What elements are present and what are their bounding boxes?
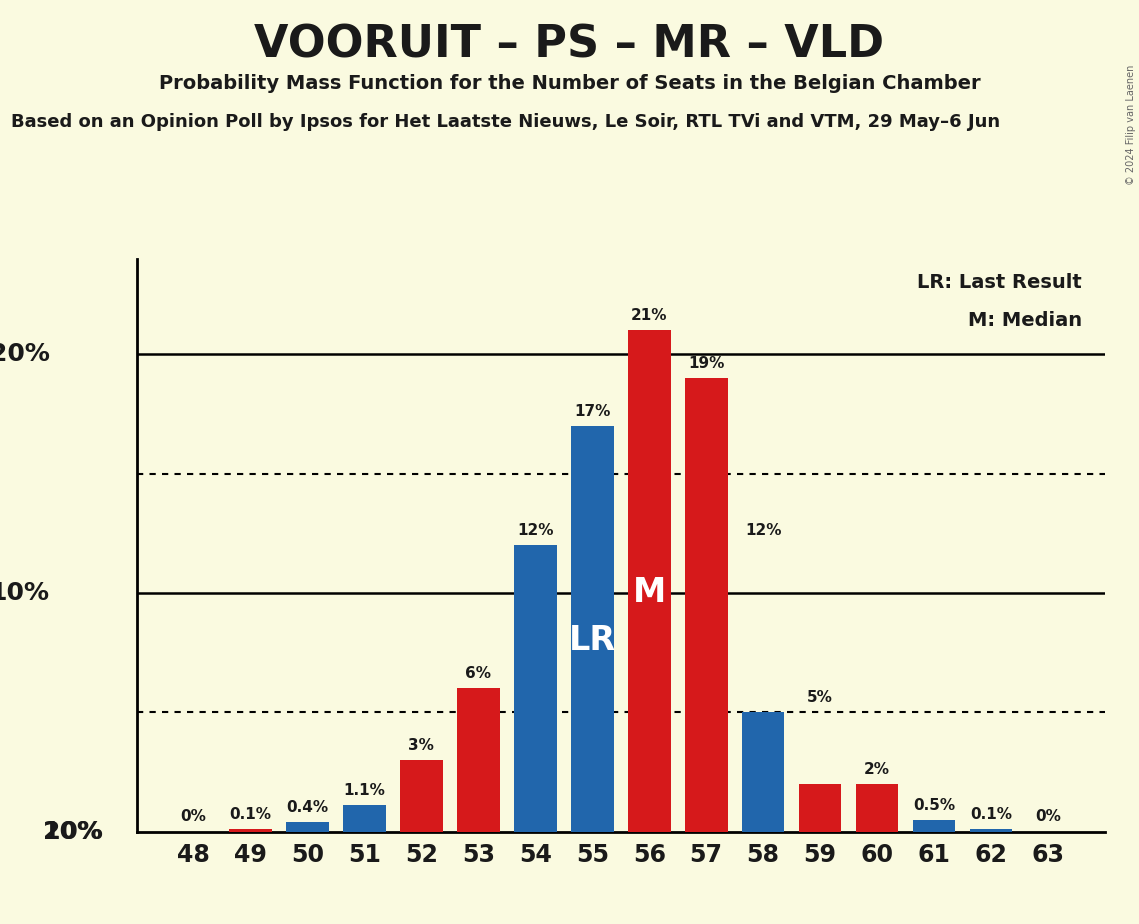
Text: 10%: 10% bbox=[42, 820, 103, 844]
Bar bbox=[855, 784, 899, 832]
Bar bbox=[628, 331, 671, 832]
Text: 5%: 5% bbox=[808, 690, 833, 705]
Text: © 2024 Filip van Laenen: © 2024 Filip van Laenen bbox=[1126, 65, 1136, 185]
Text: 0%: 0% bbox=[181, 809, 206, 824]
Text: 0.4%: 0.4% bbox=[287, 800, 328, 815]
Bar bbox=[229, 829, 272, 832]
Text: 0.1%: 0.1% bbox=[970, 807, 1011, 822]
Text: Based on an Opinion Poll by Ipsos for Het Laatste Nieuws, Le Soir, RTL TVi and V: Based on an Opinion Poll by Ipsos for He… bbox=[11, 113, 1000, 130]
Text: 17%: 17% bbox=[574, 404, 611, 419]
Text: 2%: 2% bbox=[865, 761, 890, 777]
Text: 19%: 19% bbox=[688, 356, 724, 371]
Text: 20%: 20% bbox=[42, 820, 103, 844]
Bar bbox=[798, 784, 842, 832]
Bar bbox=[969, 829, 1013, 832]
Text: 6%: 6% bbox=[466, 666, 491, 681]
Bar bbox=[457, 688, 500, 832]
Bar bbox=[685, 545, 728, 832]
Text: 21%: 21% bbox=[631, 309, 667, 323]
Bar bbox=[400, 760, 443, 832]
Bar bbox=[741, 712, 785, 832]
Bar bbox=[514, 545, 557, 832]
Text: 12%: 12% bbox=[517, 523, 554, 538]
Bar bbox=[343, 806, 386, 832]
Text: Probability Mass Function for the Number of Seats in the Belgian Chamber: Probability Mass Function for the Number… bbox=[158, 74, 981, 93]
Text: 10%: 10% bbox=[0, 581, 50, 605]
Bar bbox=[912, 820, 956, 832]
Bar bbox=[286, 822, 329, 832]
Text: 1.1%: 1.1% bbox=[344, 784, 385, 798]
Text: 0.1%: 0.1% bbox=[230, 807, 271, 822]
Bar bbox=[685, 378, 728, 832]
Bar bbox=[571, 426, 614, 832]
Text: M: Median: M: Median bbox=[968, 311, 1082, 330]
Text: VOORUIT – PS – MR – VLD: VOORUIT – PS – MR – VLD bbox=[254, 23, 885, 67]
Text: 3%: 3% bbox=[409, 738, 434, 753]
Text: 20%: 20% bbox=[0, 342, 50, 366]
Text: 12%: 12% bbox=[745, 523, 781, 538]
Text: LR: Last Result: LR: Last Result bbox=[917, 274, 1082, 292]
Text: M: M bbox=[632, 577, 666, 610]
Text: LR: LR bbox=[568, 624, 616, 657]
Text: 0.5%: 0.5% bbox=[913, 797, 954, 812]
Text: 0%: 0% bbox=[1035, 809, 1060, 824]
